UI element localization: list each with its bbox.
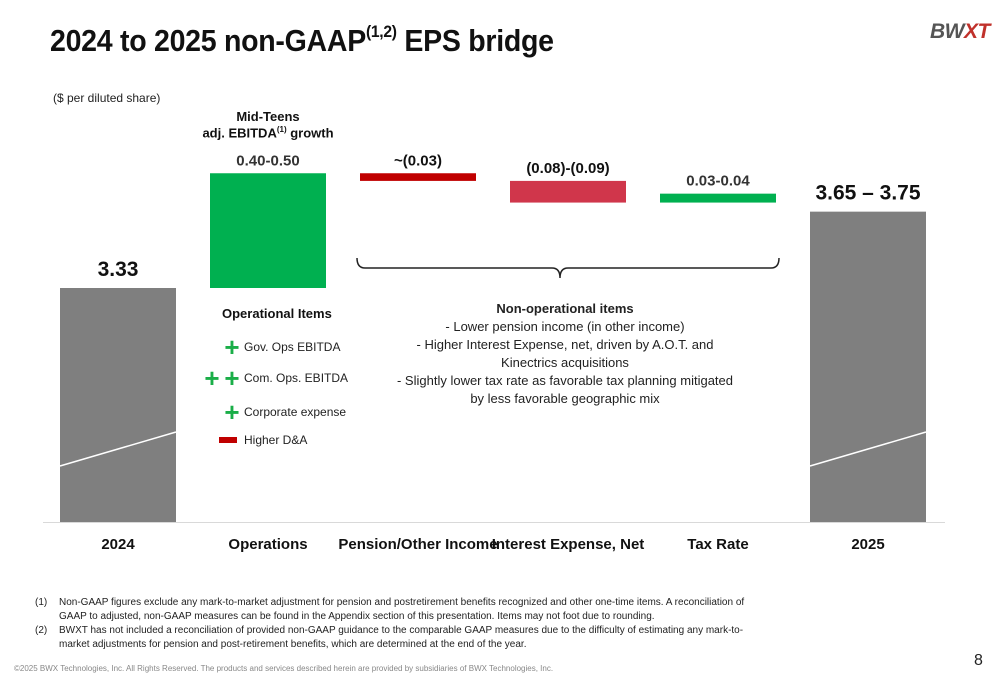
non-operational-items: Non-operational items - Lower pension in… — [395, 300, 735, 408]
bracket-non-operational — [356, 257, 780, 279]
legend-item: + Gov. Ops EBITDA — [198, 332, 341, 362]
non-operational-line: - Lower pension income (in other income) — [445, 319, 685, 334]
total-bar-2024 — [60, 288, 176, 522]
delta-bar-Interest Expense, Net — [510, 180, 626, 203]
category-label: Operations — [228, 536, 308, 553]
legend-item: Higher D&A — [198, 433, 307, 447]
page-title: 2024 to 2025 non-GAAP(1,2) EPS bridge — [50, 22, 554, 58]
double-plus-icon: + + — [204, 363, 240, 393]
non-operational-line: - Higher Interest Expense, net, driven b… — [416, 337, 714, 370]
page-number: 8 — [974, 652, 983, 669]
non-operational-line: - Slightly lower tax rate as favorable t… — [396, 373, 733, 406]
data-label: 0.40-0.50 — [236, 152, 299, 169]
copyright-notice: ©2025 BWX Technologies, Inc. All Rights … — [14, 664, 554, 673]
category-label: Tax Rate — [687, 536, 749, 553]
bwxt-logo: BWXT — [930, 20, 990, 43]
delta-bar-Tax Rate — [660, 193, 776, 203]
data-label: (0.08)-(0.09) — [526, 160, 609, 177]
category-label: Interest Expense, Net — [491, 536, 645, 553]
footnote: (1) Non-GAAP figures exclude any mark-to-… — [35, 597, 745, 622]
legend-item: + + Com. Ops. EBITDA — [198, 363, 349, 393]
non-operational-title: Non-operational items — [496, 301, 634, 316]
category-label: 2024 — [101, 536, 135, 553]
data-label: 3.33 — [98, 258, 139, 281]
units-label: ($ per diluted share) — [53, 91, 161, 105]
total-bar-2025 — [810, 211, 926, 522]
minus-icon — [198, 437, 242, 443]
delta-bar-Pension/Other Income — [360, 173, 476, 181]
legend-item-label: Corporate expense — [244, 405, 347, 419]
footnote: (2) BWXT has not included a reconciliatio… — [35, 625, 744, 650]
axis-break-line — [809, 431, 927, 467]
operations-header-line2: adj. EBITDA(1) growth — [202, 125, 334, 141]
operations-header-line1: Mid-Teens — [236, 109, 300, 124]
legend-item: + Corporate expense — [198, 397, 347, 427]
category-label: 2025 — [851, 536, 885, 553]
plus-icon: + — [224, 397, 240, 427]
footnotes: (1) Non-GAAP figures exclude any mark-to-… — [35, 596, 755, 652]
category-label: Pension/Other Income — [338, 536, 498, 553]
data-label: 0.03-0.04 — [686, 173, 750, 190]
legend-item-label: Gov. Ops EBITDA — [244, 340, 341, 354]
data-label: ~(0.03) — [394, 152, 442, 169]
legend-item-label: Higher D&A — [244, 433, 308, 447]
delta-bar-Operations — [210, 173, 326, 288]
operational-items-title: Operational Items — [222, 306, 332, 321]
legend-item-label: Com. Ops. EBITDA — [244, 371, 349, 385]
axis-break-line — [59, 431, 177, 467]
plus-icon: + — [224, 332, 240, 362]
data-label: 3.65 – 3.75 — [815, 182, 920, 205]
